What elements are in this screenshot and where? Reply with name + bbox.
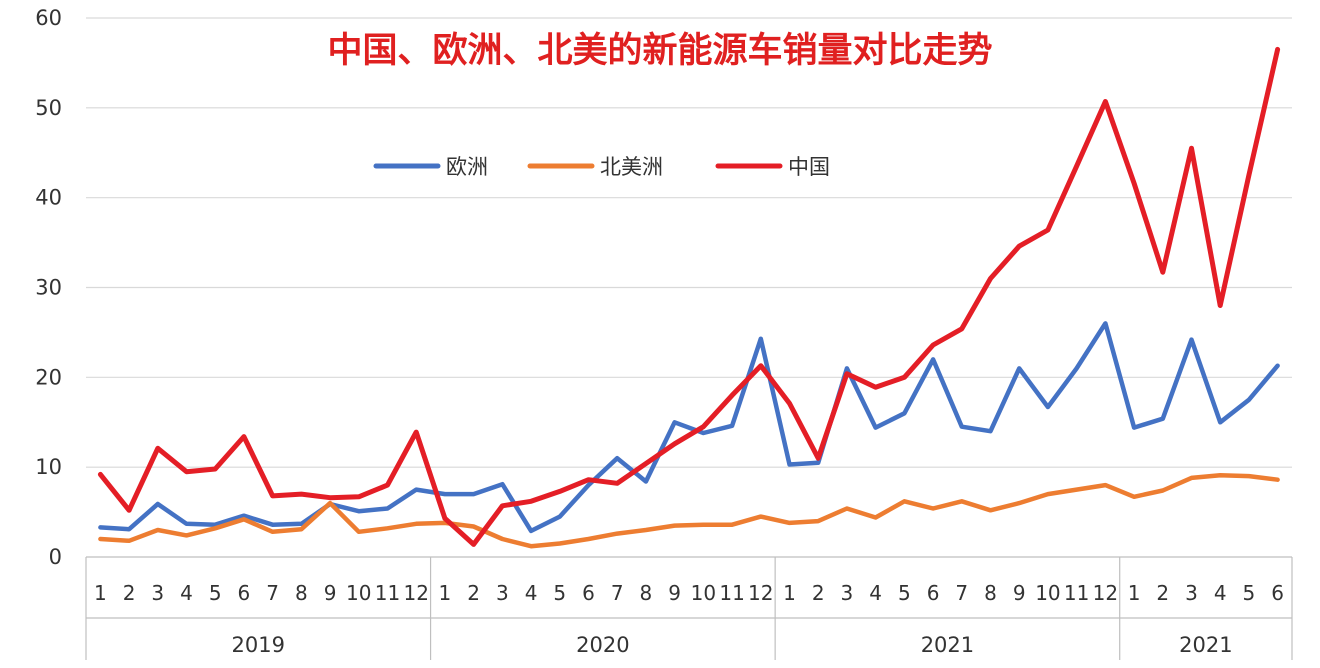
x-tick-label: 1	[94, 581, 107, 605]
x-tick-label: 12	[1093, 581, 1118, 605]
x-tick-label: 4	[180, 581, 193, 605]
x-tick-label: 5	[553, 581, 566, 605]
series-line-north-america	[98, 473, 1280, 549]
gridlines	[86, 17, 1292, 558]
x-group-label: 2021	[921, 633, 974, 657]
legend-china-label: 中国	[788, 155, 830, 179]
x-tick-label: 3	[496, 581, 509, 605]
x-tick-label: 5	[1243, 581, 1256, 605]
y-tick-label: 60	[35, 6, 62, 30]
x-tick-label: 9	[668, 581, 681, 605]
x-group-label: 2019	[232, 633, 285, 657]
series-line-china	[97, 46, 1281, 547]
x-group-label: 2021	[1179, 633, 1232, 657]
x-tick-label: 1	[1128, 581, 1141, 605]
x-tick-label: 8	[640, 581, 653, 605]
series-lines	[97, 46, 1281, 549]
x-tick-label: 11	[375, 581, 400, 605]
x-tick-label: 9	[324, 581, 337, 605]
chart-title: 中国、欧洲、北美的新能源车销量对比走势	[327, 31, 992, 71]
x-tick-label: 4	[1214, 581, 1227, 605]
x-tick-label: 10	[346, 581, 371, 605]
x-tick-label: 6	[927, 581, 940, 605]
x-tick-label: 11	[719, 581, 744, 605]
x-tick-label: 7	[611, 581, 624, 605]
x-tick-label: 4	[525, 581, 538, 605]
x-tick-label: 1	[783, 581, 796, 605]
x-tick-label: 9	[1013, 581, 1026, 605]
x-tick-label: 10	[691, 581, 716, 605]
y-tick-label: 10	[35, 455, 62, 479]
x-tick-label: 8	[984, 581, 997, 605]
y-tick-label: 40	[35, 186, 62, 210]
x-tick-label: 3	[151, 581, 164, 605]
x-tick-label: 6	[1271, 581, 1284, 605]
x-tick-label: 8	[295, 581, 308, 605]
x-tick-label: 11	[1064, 581, 1089, 605]
x-tick-label: 2	[123, 581, 136, 605]
x-tick-label: 12	[748, 581, 773, 605]
x-tick-label: 2	[1156, 581, 1169, 605]
y-tick-label: 30	[35, 276, 62, 300]
legend: 欧洲 北美洲 中国	[373, 155, 830, 179]
x-tick-label: 12	[403, 581, 428, 605]
x-tick-label: 6	[582, 581, 595, 605]
y-tick-label: 20	[35, 365, 62, 389]
x-tick-label: 7	[955, 581, 968, 605]
x-tick-label: 5	[898, 581, 911, 605]
x-axis: 1 2 3 4 5 6 7 8 9 10 11 12 1 2 3 4 5 6 7 8 9 10 11 12 1 2 3 4 5 6 7 8 9 1…	[85, 557, 1293, 660]
x-tick-label: 7	[266, 581, 279, 605]
x-tick-label: 3	[1185, 581, 1198, 605]
legend-europe-label: 欧洲	[446, 155, 488, 179]
y-axis: 0 10 20 30 40 50 60	[35, 6, 62, 569]
x-tick-label: 3	[841, 581, 854, 605]
x-tick-label: 4	[869, 581, 882, 605]
series-line-europe	[98, 321, 1280, 534]
x-tick-label: 1	[439, 581, 452, 605]
x-tick-label: 5	[209, 581, 222, 605]
x-tick-label: 6	[238, 581, 251, 605]
y-tick-label: 0	[49, 545, 62, 569]
x-tick-label: 2	[467, 581, 480, 605]
x-tick-label: 10	[1035, 581, 1060, 605]
x-tick-label: 2	[812, 581, 825, 605]
y-tick-label: 50	[35, 96, 62, 120]
legend-north-america-label: 北美洲	[600, 155, 663, 179]
x-group-label: 2020	[576, 633, 629, 657]
